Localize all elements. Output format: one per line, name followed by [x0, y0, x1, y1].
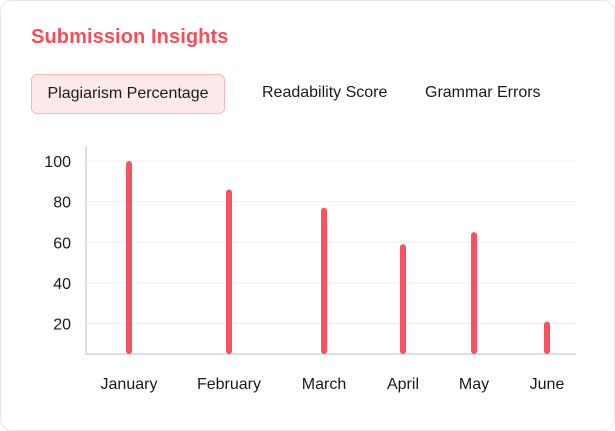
x-tick-label: March — [302, 376, 346, 393]
card-title: Submission Insights — [31, 26, 229, 48]
bar-chart: 20 40 60 80 100 January February March April May J… — [1, 141, 615, 401]
bar-june[interactable] — [544, 321, 550, 354]
bar-february[interactable] — [226, 189, 232, 354]
x-tick-label: January — [101, 376, 158, 393]
x-tick-label: April — [387, 376, 419, 393]
tab-readability-score[interactable]: Readability Score — [262, 84, 388, 101]
x-tick-label: February — [197, 376, 261, 393]
bar-january[interactable] — [126, 161, 132, 354]
tab-plagiarism-percentage[interactable]: Plagiarism Percentage — [31, 74, 225, 114]
chart-svg: 20 40 60 80 100 January February March April May J… — [44, 146, 576, 393]
bar-march[interactable] — [321, 207, 327, 354]
bar-may[interactable] — [471, 232, 477, 354]
x-tick-label: May — [459, 376, 489, 393]
y-tick-label: 60 — [53, 235, 71, 252]
y-tick-label: 100 — [44, 154, 71, 171]
y-tick-label: 20 — [53, 317, 71, 334]
bar-april[interactable] — [400, 244, 406, 354]
y-tick-label: 40 — [53, 276, 71, 293]
tab-grammar-errors[interactable]: Grammar Errors — [425, 84, 541, 101]
y-tick-label: 80 — [53, 195, 71, 212]
x-tick-label: June — [530, 376, 565, 393]
